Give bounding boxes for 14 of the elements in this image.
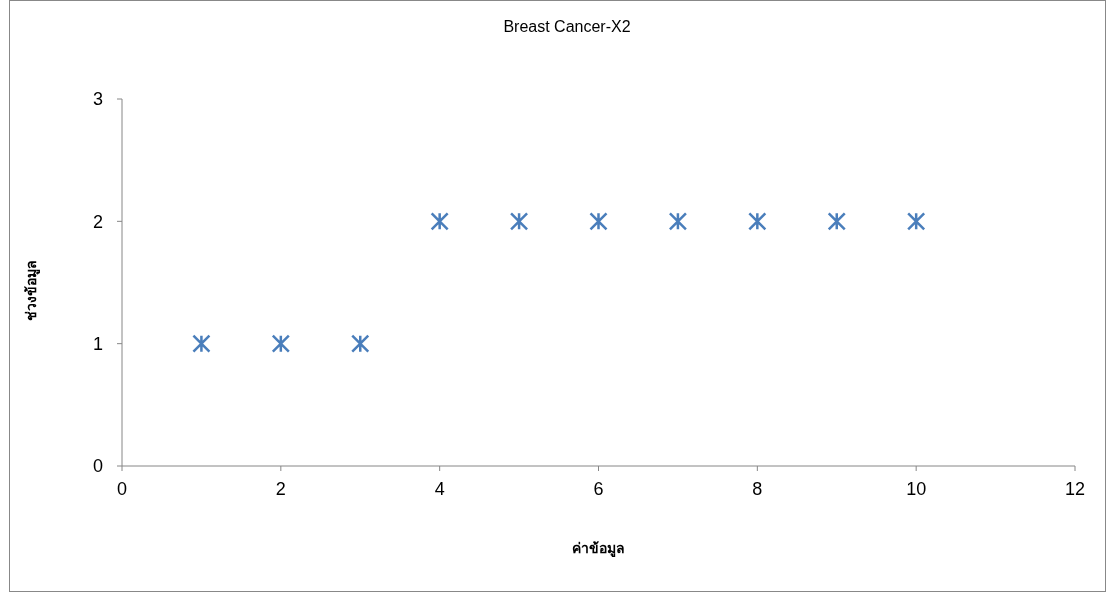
x-tick-label: 6 [593, 479, 604, 499]
y-tick-label: 0 [92, 456, 104, 477]
x-tick-label: 4 [434, 479, 445, 499]
y-tick-label: 1 [92, 333, 104, 354]
x-tick-label: 2 [275, 479, 286, 499]
x-tick-label: 8 [752, 479, 763, 499]
x-axis-title: ค่าข้อมูล [571, 540, 625, 557]
x-tick-label: 0 [116, 479, 128, 499]
x-tick-label: 12 [1064, 479, 1086, 499]
x-tick-label: 10 [906, 479, 927, 499]
y-tick-label: 3 [92, 89, 104, 110]
chart-title: Breast Cancer-X2 [503, 18, 631, 35]
y-axis-title: ช่วงข้อมูล [23, 260, 40, 321]
y-tick-label: 2 [92, 211, 104, 232]
